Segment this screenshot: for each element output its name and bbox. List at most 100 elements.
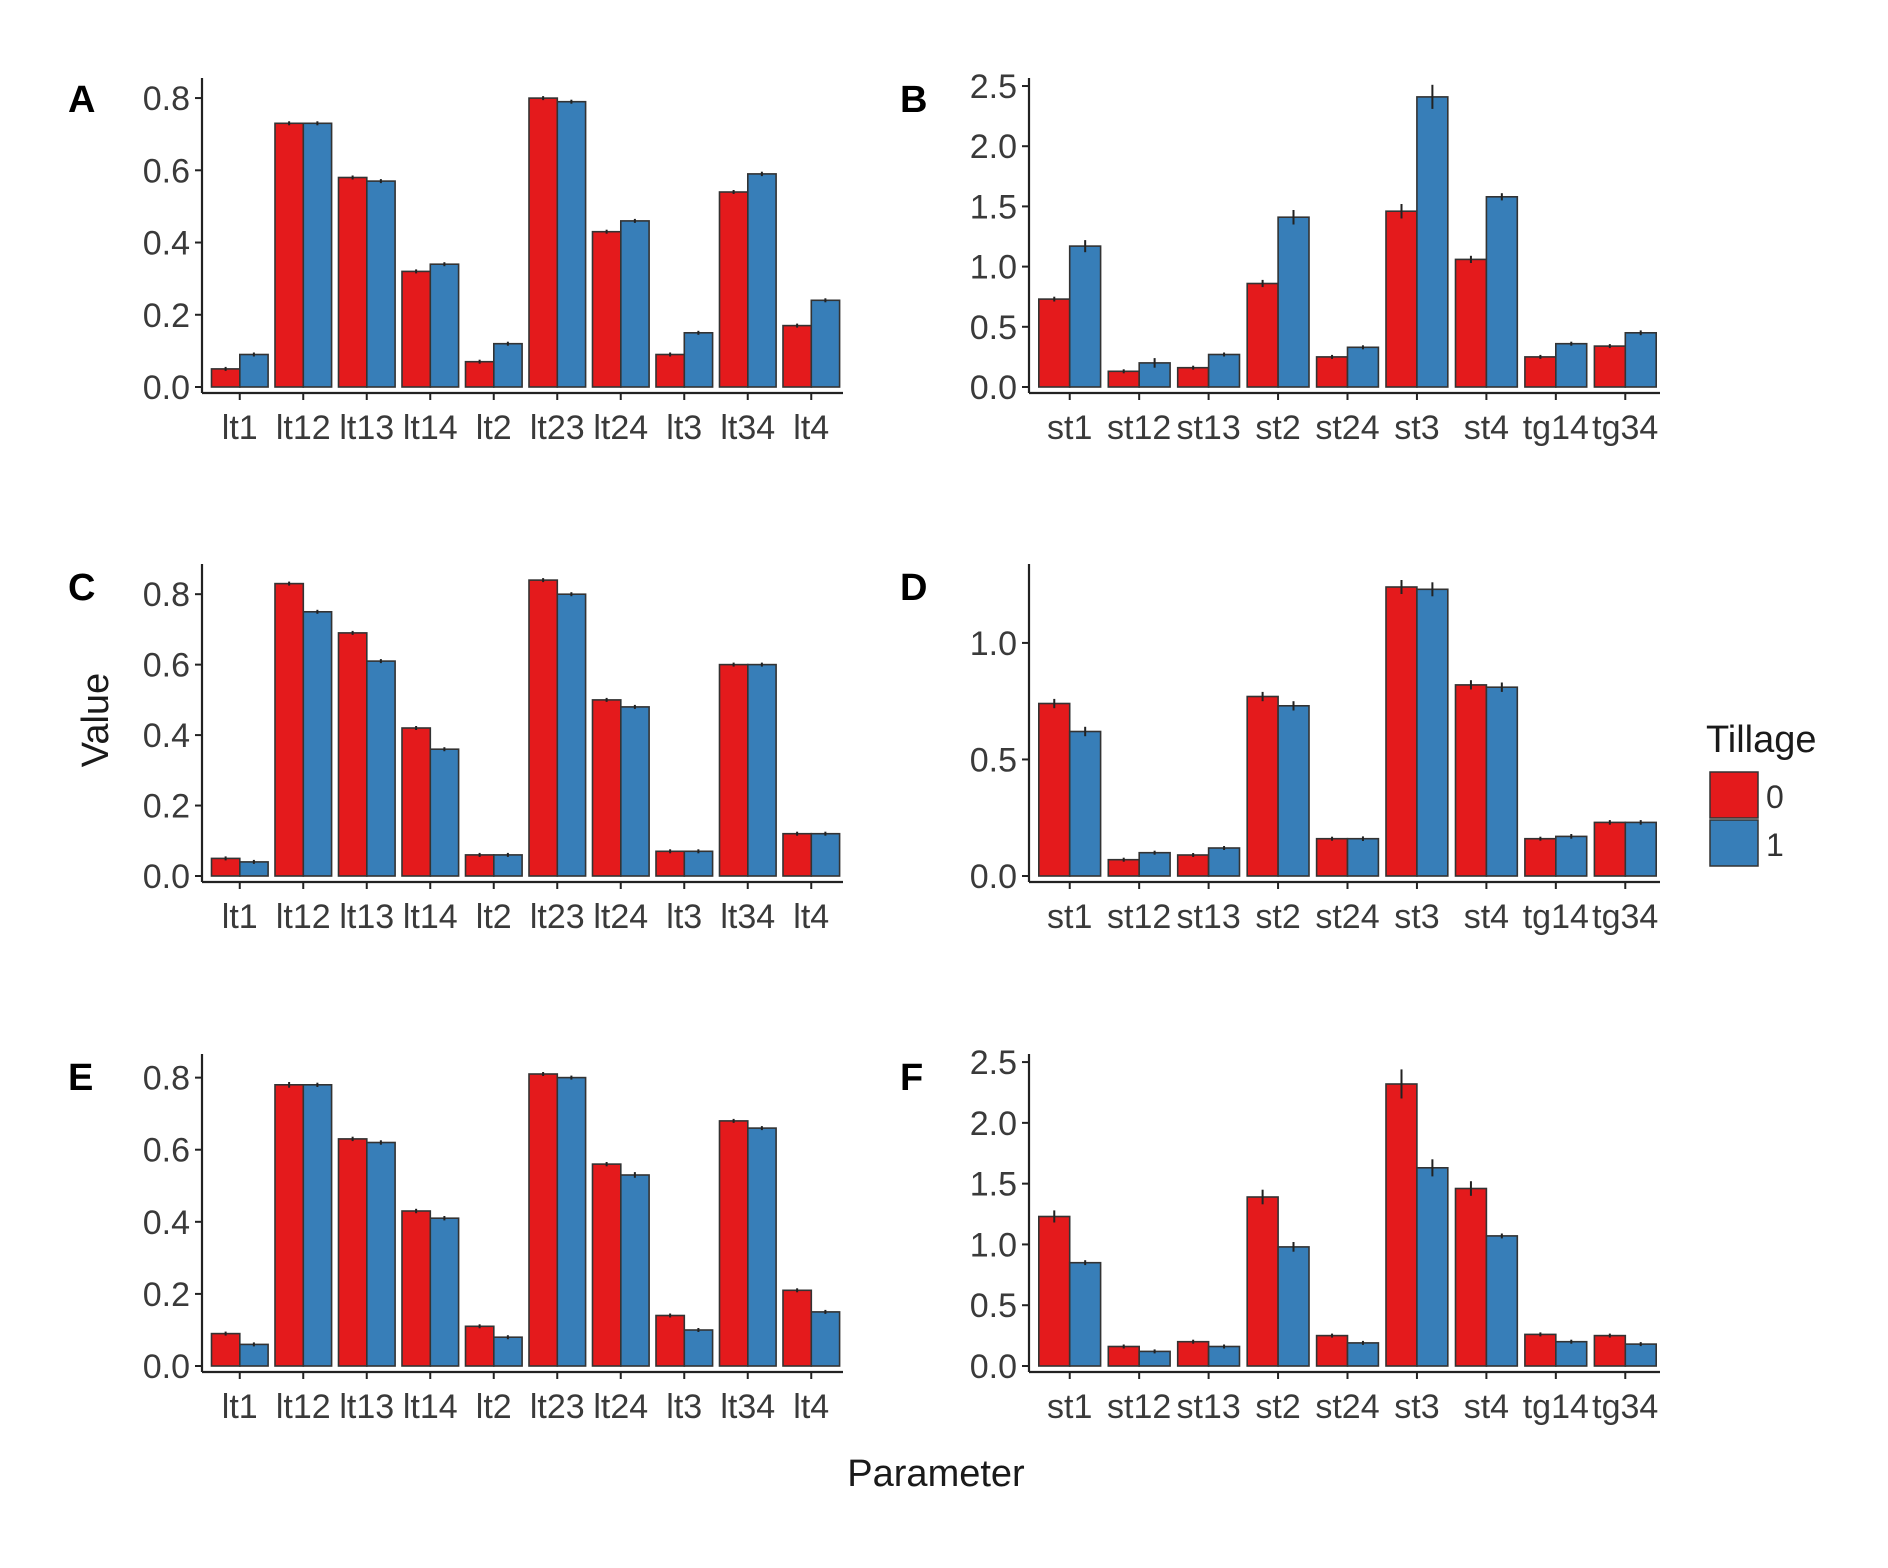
panel-letter: C (68, 567, 95, 609)
y-tick-label: 1.0 (970, 1226, 1017, 1264)
x-tick-label: lt14 (403, 409, 458, 447)
bar-st3-tillage-1 (1416, 588, 1449, 877)
bar-lt3-tillage-1 (683, 850, 714, 877)
bar-lt14-tillage-1 (429, 748, 460, 877)
x-tick-label: st24 (1315, 898, 1379, 936)
y-tick-label: 0.2 (143, 297, 190, 335)
panel-letter: E (68, 1057, 93, 1099)
bar-lt1-tillage-0 (210, 1332, 241, 1367)
y-tick-label: 0.0 (970, 858, 1017, 896)
legend-key-1 (1709, 819, 1759, 867)
x-tick-label: lt1 (222, 409, 258, 447)
x-tick-label: st13 (1176, 409, 1240, 447)
bar-lt1-tillage-1 (239, 861, 269, 877)
y-tick-label: 2.0 (970, 1105, 1017, 1143)
x-tick-label: lt4 (793, 1388, 829, 1426)
bar-st3-tillage-0 (1385, 1083, 1418, 1367)
bar-lt13-tillage-1 (365, 660, 396, 877)
x-tick-label: lt13 (339, 898, 394, 936)
legend-label-1: 1 (1766, 827, 1784, 863)
x-tick-label: lt24 (593, 1388, 648, 1426)
bar-lt14-tillage-1 (429, 1217, 460, 1367)
bar-lt3-tillage-1 (683, 1329, 714, 1367)
bar-lt1-tillage-1 (239, 353, 269, 388)
bar-lt2-tillage-1 (492, 854, 523, 877)
bar-lt24-tillage-1 (619, 706, 650, 877)
bar-lt2-tillage-1 (492, 342, 523, 388)
bar-lt3-tillage-0 (655, 1314, 686, 1367)
bar-st13-tillage-1 (1207, 1345, 1241, 1367)
x-tick-label: st1 (1047, 1388, 1092, 1426)
bar-st12-tillage-1 (1138, 1350, 1171, 1367)
bar-lt34-tillage-0 (718, 191, 749, 388)
bar-lt4-tillage-0 (782, 832, 813, 877)
x-tick-label: lt2 (476, 409, 512, 447)
bar-lt23-tillage-1 (556, 100, 587, 388)
legend-label-0: 0 (1766, 779, 1784, 815)
bar-tg34-tillage-1 (1624, 821, 1658, 877)
bar-lt23-tillage-0 (528, 1073, 559, 1367)
x-tick-label: st3 (1394, 409, 1439, 447)
panel-b: B 0.0 0.5 1.0 1.5 2.0 2.5 st1 st12 st13 st2 st24 st3… (900, 68, 1660, 447)
y-tick-label: 0.4 (143, 717, 190, 755)
panel-letter: D (900, 567, 927, 609)
panel-d: D 0.0 0.5 1.0 st1 st12 st13 st2 st24 st3 st4 tg14 tg… (900, 564, 1660, 936)
bar-st13-tillage-0 (1176, 366, 1210, 388)
bar-st12-tillage-1 (1138, 362, 1171, 388)
bar-st2-tillage-1 (1277, 704, 1310, 877)
x-tick-label: st12 (1107, 898, 1171, 936)
bar-st12-tillage-0 (1107, 858, 1141, 877)
x-tick-label: st3 (1394, 898, 1439, 936)
x-tick-label: lt34 (720, 409, 775, 447)
bar-lt2-tillage-0 (464, 854, 495, 877)
y-tick-label: 0.5 (970, 1287, 1017, 1325)
bar-st24-tillage-1 (1346, 1342, 1380, 1367)
bar-tg14-tillage-0 (1524, 1333, 1557, 1367)
x-tick-label: lt1 (222, 1388, 258, 1426)
y-tick-label: 0.0 (970, 369, 1017, 407)
bar-lt3-tillage-1 (683, 331, 714, 388)
bar-lt24-tillage-1 (619, 220, 650, 388)
x-tick-label: tg34 (1592, 1388, 1658, 1426)
x-tick-label: st13 (1176, 898, 1240, 936)
bar-st13-tillage-1 (1207, 847, 1241, 877)
y-tick-label: 0.0 (143, 369, 190, 407)
y-tick-label: 0.6 (143, 647, 190, 685)
bar-st4-tillage-1 (1485, 196, 1519, 388)
x-tick-label: tg14 (1523, 1388, 1589, 1426)
bar-lt14-tillage-1 (429, 263, 460, 388)
x-tick-label: lt2 (476, 1388, 512, 1426)
bar-lt13-tillage-0 (337, 1138, 368, 1367)
bar-st1-tillage-0 (1038, 1215, 1071, 1367)
bar-lt34-tillage-1 (746, 173, 777, 388)
bar-lt34-tillage-0 (718, 1120, 749, 1367)
x-tick-label: lt23 (530, 409, 585, 447)
x-tick-label: lt14 (403, 898, 458, 936)
panel-f: F 0.0 0.5 1.0 1.5 2.0 2.5 st1 st12 st13 st2 st24 st3… (900, 1044, 1660, 1426)
bar-st24-tillage-1 (1346, 346, 1380, 388)
bar-lt23-tillage-1 (556, 593, 587, 877)
bar-lt2-tillage-1 (492, 1336, 523, 1367)
bar-lt12-tillage-0 (274, 122, 305, 388)
bar-lt2-tillage-0 (464, 1325, 495, 1367)
bar-lt34-tillage-1 (746, 663, 777, 877)
bar-lt13-tillage-1 (365, 180, 396, 388)
x-tick-label: lt13 (339, 409, 394, 447)
y-tick-label: 0.0 (970, 1348, 1017, 1386)
y-tick-label: 0.4 (143, 1204, 190, 1242)
x-tick-label: tg14 (1523, 409, 1589, 447)
x-tick-label: st2 (1255, 1388, 1300, 1426)
bar-st24-tillage-1 (1346, 837, 1380, 877)
y-tick-label: 0.8 (143, 576, 190, 614)
bar-lt24-tillage-0 (591, 230, 622, 388)
bar-st13-tillage-0 (1176, 1340, 1210, 1367)
y-tick-label: 0.6 (143, 1132, 190, 1170)
legend-key-0 (1709, 771, 1759, 819)
bar-lt3-tillage-0 (655, 850, 686, 877)
y-axis-title: Value (75, 673, 117, 767)
bar-st3-tillage-1 (1416, 1167, 1449, 1367)
